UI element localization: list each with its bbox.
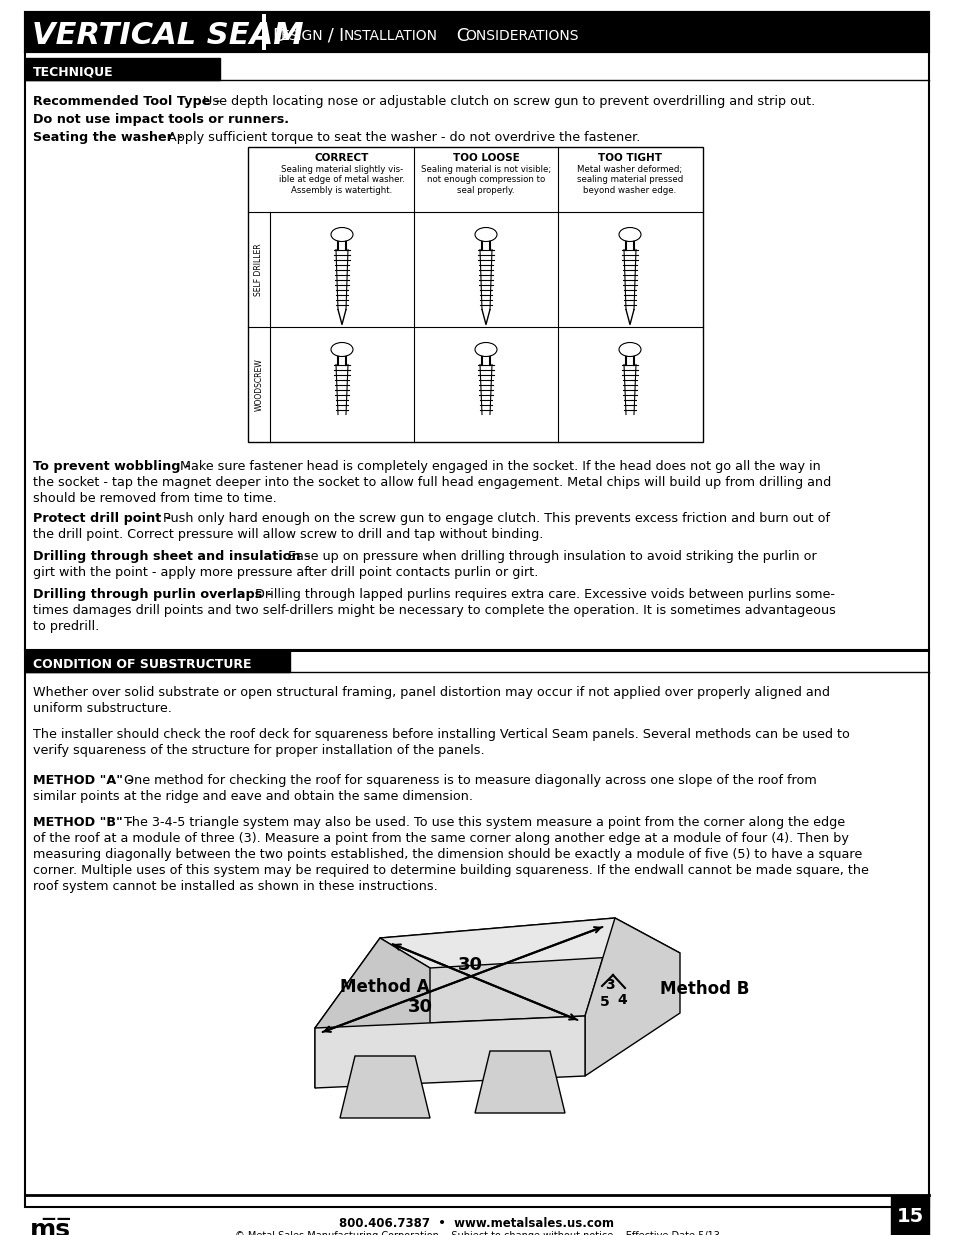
Text: Drilling through lapped purlins requires extra care. Excessive voids between pur: Drilling through lapped purlins requires… xyxy=(254,588,834,601)
Text: To prevent wobbling -: To prevent wobbling - xyxy=(33,459,194,473)
Ellipse shape xyxy=(618,342,640,357)
Text: uniform substructure.: uniform substructure. xyxy=(33,701,172,715)
Text: One method for checking the roof for squareness is to measure diagonally across : One method for checking the roof for squ… xyxy=(124,774,816,787)
Text: roof system cannot be installed as shown in these instructions.: roof system cannot be installed as shown… xyxy=(33,881,437,893)
Bar xyxy=(890,1195,928,1235)
Text: 5: 5 xyxy=(599,995,609,1009)
Text: ESIGN: ESIGN xyxy=(281,28,323,43)
Text: to predrill.: to predrill. xyxy=(33,620,99,634)
Text: TECHNIQUE: TECHNIQUE xyxy=(33,65,113,79)
Text: Seating the washer -: Seating the washer - xyxy=(33,131,187,144)
Text: Push only hard enough on the screw gun to engage clutch. This prevents excess fr: Push only hard enough on the screw gun t… xyxy=(163,513,829,525)
Polygon shape xyxy=(314,939,430,1088)
Text: METHOD "A" -: METHOD "A" - xyxy=(33,774,137,787)
Text: D: D xyxy=(272,27,286,44)
Ellipse shape xyxy=(331,342,353,357)
Bar xyxy=(25,650,928,652)
Text: the socket - tap the magnet deeper into the socket to allow full head engagement: the socket - tap the magnet deeper into … xyxy=(33,475,830,489)
Text: CONDITION OF SUBSTRUCTURE: CONDITION OF SUBSTRUCTURE xyxy=(33,657,252,671)
Text: ONSIDERATIONS: ONSIDERATIONS xyxy=(464,28,578,43)
Text: 15: 15 xyxy=(896,1208,923,1226)
Text: WOODSCREW: WOODSCREW xyxy=(254,358,263,411)
Text: Drilling through sheet and insulation -: Drilling through sheet and insulation - xyxy=(33,550,314,563)
Bar xyxy=(25,58,220,80)
Text: CORRECT: CORRECT xyxy=(314,153,369,163)
Text: 800.406.7387  •  www.metalsales.us.com: 800.406.7387 • www.metalsales.us.com xyxy=(339,1216,614,1230)
Text: Ease up on pressure when drilling through insulation to avoid striking the purli: Ease up on pressure when drilling throug… xyxy=(288,550,816,563)
Polygon shape xyxy=(584,918,679,1076)
Text: m̅s̅: m̅s̅ xyxy=(30,1218,71,1235)
Text: TOO TIGHT: TOO TIGHT xyxy=(598,153,661,163)
Bar xyxy=(262,14,266,49)
Bar xyxy=(25,12,928,52)
Text: Recommended Tool Type -: Recommended Tool Type - xyxy=(33,95,225,107)
Text: Metal washer deformed;
sealing material pressed
beyond washer edge.: Metal washer deformed; sealing material … xyxy=(577,165,682,195)
Text: 30: 30 xyxy=(407,998,432,1016)
Text: Protect drill point -: Protect drill point - xyxy=(33,513,175,525)
Text: C: C xyxy=(451,27,469,44)
Text: Sealing material slightly vis-
ible at edge of metal washer.
Assembly is waterti: Sealing material slightly vis- ible at e… xyxy=(279,165,404,195)
Text: corner. Multiple uses of this system may be required to determine building squar: corner. Multiple uses of this system may… xyxy=(33,864,868,877)
Text: METHOD "B" -: METHOD "B" - xyxy=(33,816,137,829)
Ellipse shape xyxy=(475,227,497,242)
Text: NSTALLATION: NSTALLATION xyxy=(344,28,437,43)
Text: The installer should check the roof deck for squareness before installing Vertic: The installer should check the roof deck… xyxy=(33,727,849,741)
Text: the drill point. Correct pressure will allow screw to drill and tap without bind: the drill point. Correct pressure will a… xyxy=(33,529,543,541)
Text: should be removed from time to time.: should be removed from time to time. xyxy=(33,492,276,505)
Text: Whether over solid substrate or open structural framing, panel distortion may oc: Whether over solid substrate or open str… xyxy=(33,685,829,699)
Polygon shape xyxy=(314,918,615,1028)
Polygon shape xyxy=(314,1016,584,1088)
Text: Do not use impact tools or runners.: Do not use impact tools or runners. xyxy=(33,112,289,126)
Text: of the roof at a module of three (3). Measure a point from the same corner along: of the roof at a module of three (3). Me… xyxy=(33,832,848,845)
Polygon shape xyxy=(339,1056,430,1118)
Text: similar points at the ridge and eave and obtain the same dimension.: similar points at the ridge and eave and… xyxy=(33,790,473,803)
Text: Use depth locating nose or adjustable clutch on screw gun to prevent overdrillin: Use depth locating nose or adjustable cl… xyxy=(203,95,815,107)
Text: VERTICAL SEAM: VERTICAL SEAM xyxy=(32,21,303,51)
Text: verify squareness of the structure for proper installation of the panels.: verify squareness of the structure for p… xyxy=(33,743,484,757)
Text: girt with the point - apply more pressure after drill point contacts purlin or g: girt with the point - apply more pressur… xyxy=(33,566,537,579)
Text: measuring diagonally between the two points established, the dimension should be: measuring diagonally between the two poi… xyxy=(33,848,862,861)
Text: 30: 30 xyxy=(457,956,482,974)
Text: The 3-4-5 triangle system may also be used. To use this system measure a point f: The 3-4-5 triangle system may also be us… xyxy=(124,816,844,829)
Text: I: I xyxy=(337,27,343,44)
Text: TOO LOOSE: TOO LOOSE xyxy=(452,153,518,163)
Text: Apply sufficient torque to seat the washer - do not overdrive the fastener.: Apply sufficient torque to seat the wash… xyxy=(168,131,639,144)
Text: Method B: Method B xyxy=(659,981,749,998)
Ellipse shape xyxy=(475,342,497,357)
Text: SELF DRILLER: SELF DRILLER xyxy=(254,243,263,296)
Text: Sealing material is not visible;
not enough compression to
seal properly.: Sealing material is not visible; not eno… xyxy=(420,165,551,195)
Text: © Metal Sales Manufacturing Corporation    Subject to change without notice    E: © Metal Sales Manufacturing Corporation … xyxy=(234,1231,719,1235)
Bar xyxy=(25,650,290,672)
Text: Method A: Method A xyxy=(339,978,429,995)
Text: 4: 4 xyxy=(617,993,626,1007)
Text: 3: 3 xyxy=(604,978,614,992)
Bar xyxy=(248,147,702,442)
Text: /: / xyxy=(322,27,339,44)
Text: times damages drill points and two self-drillers might be necessary to complete : times damages drill points and two self-… xyxy=(33,604,835,618)
Text: Drilling through purlin overlaps -: Drilling through purlin overlaps - xyxy=(33,588,276,601)
Ellipse shape xyxy=(331,227,353,242)
Polygon shape xyxy=(379,918,679,968)
Ellipse shape xyxy=(618,227,640,242)
Bar xyxy=(25,12,265,52)
Text: Make sure fastener head is completely engaged in the socket. If the head does no: Make sure fastener head is completely en… xyxy=(180,459,820,473)
Polygon shape xyxy=(475,1051,564,1113)
